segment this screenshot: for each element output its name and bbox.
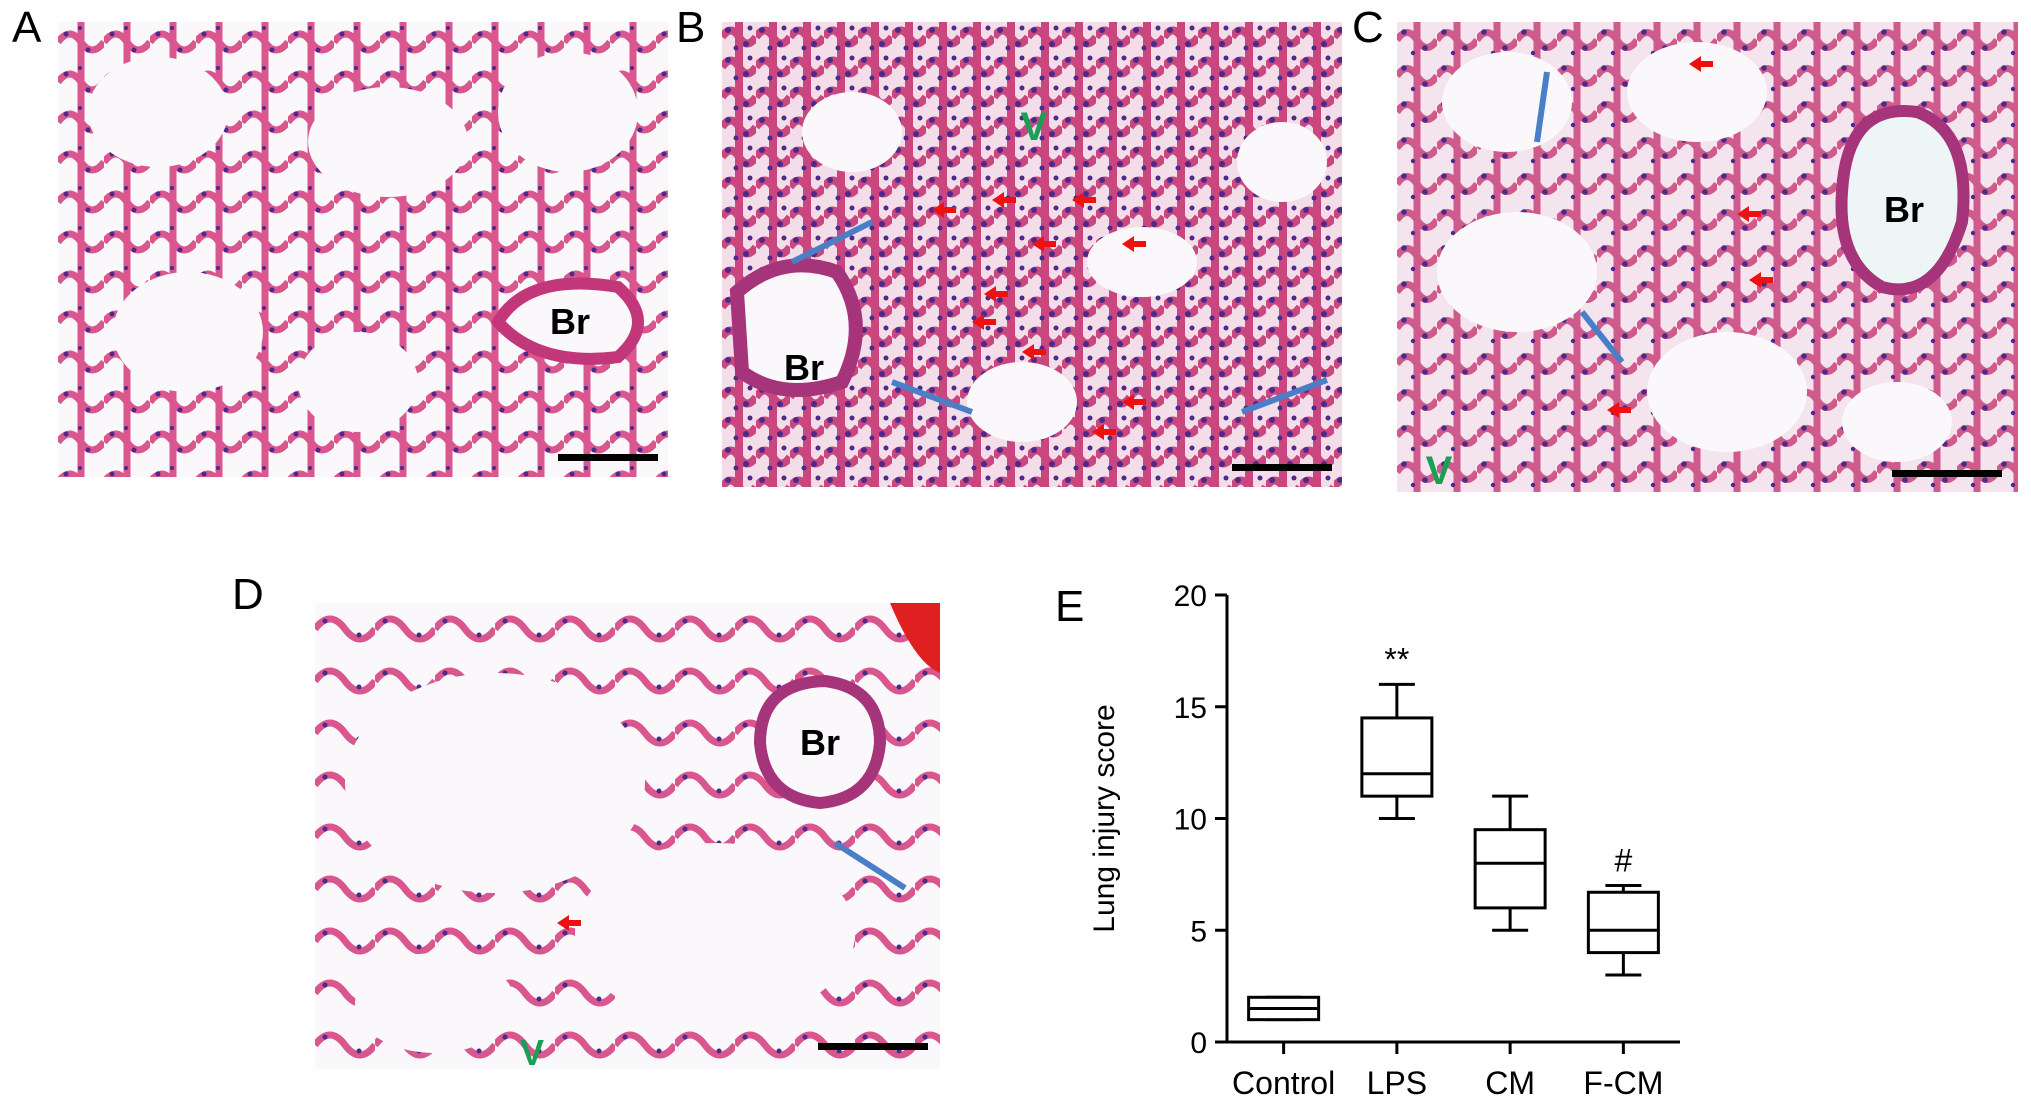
y-tick-label-10: 10	[1174, 804, 1207, 837]
br-label-b: Br	[784, 347, 824, 388]
panel-label-d: D	[232, 570, 264, 619]
y-tick-label-5: 5	[1190, 915, 1207, 948]
box-f-cm	[1586, 890, 1660, 955]
micrograph-a: Br	[58, 22, 668, 477]
panel-label-c: C	[1352, 3, 1384, 52]
box-plot-svg: Lung injury score 0 5 10 15 20 Control LPS ** CM…	[1088, 580, 1680, 1101]
x-tick-label-f-cm: F-CM	[1583, 1065, 1663, 1101]
micrograph-b-svg: Br V	[722, 22, 1342, 487]
micrograph-a-svg: Br	[58, 22, 668, 477]
br-label-a: Br	[550, 301, 590, 342]
x-tick-label-cm: CM	[1485, 1065, 1535, 1101]
micrograph-c: Br V	[1397, 22, 2018, 492]
panel-label-e: E	[1055, 582, 1085, 631]
br-label-c: Br	[1884, 189, 1924, 230]
blue-arrows-c	[1534, 71, 1625, 364]
micrograph-d-svg: Br V	[315, 603, 940, 1069]
scale-bar-b	[1232, 464, 1332, 471]
y-tick-label-15: 15	[1174, 692, 1207, 725]
v-label-b: V	[1021, 105, 1048, 149]
blue-arrows-d	[833, 840, 907, 891]
red-arrows-d	[557, 915, 581, 931]
box-lps	[1360, 716, 1434, 798]
y-axis-label: Lung injury score	[1088, 704, 1121, 932]
y-tick-label-0: 0	[1190, 1027, 1207, 1060]
v-label-d: V	[520, 1032, 544, 1069]
panel-label-a: A	[12, 3, 42, 52]
annotation-f-cm: #	[1614, 843, 1632, 879]
br-label-d: Br	[800, 722, 840, 763]
box-cm	[1473, 828, 1547, 910]
panel-label-b: B	[676, 3, 706, 52]
box-plot-e: Lung injury score 0 5 10 15 20 Control LPS ** CM…	[1080, 570, 1720, 1107]
red-arrows-b	[932, 192, 1146, 440]
y-tick-label-20: 20	[1174, 580, 1207, 613]
x-tick-label-lps: LPS	[1367, 1065, 1427, 1101]
micrograph-b: Br V	[722, 22, 1342, 487]
scale-bar-c	[1892, 470, 2002, 477]
scale-bar-d	[818, 1043, 928, 1050]
annotation-lps: **	[1384, 641, 1409, 677]
scale-bar-a	[558, 454, 658, 461]
micrograph-d: Br V	[315, 603, 940, 1069]
blue-arrows-b	[790, 219, 1329, 415]
x-tick-label-control: Control	[1232, 1065, 1335, 1101]
micrograph-c-svg: Br V	[1397, 22, 2018, 492]
red-arrows-c	[1607, 56, 1773, 418]
v-label-c: V	[1426, 449, 1453, 492]
